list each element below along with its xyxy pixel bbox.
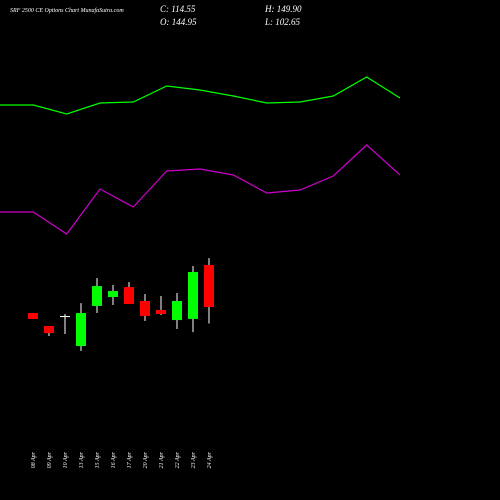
x-tick-label: 09 Apr [47, 451, 53, 468]
candle-body [60, 316, 70, 318]
x-tick-label: 21 Apr [159, 451, 165, 468]
candle-body [44, 326, 54, 334]
chart-title: SRF 2500 CE Options Chart MunafaSutra.co… [10, 7, 124, 14]
candle-body [92, 286, 102, 306]
x-tick-label: 22 Apr [175, 451, 181, 468]
close-text: C: 114.55 [160, 4, 196, 14]
x-tick-label: 17 Apr [127, 451, 133, 468]
candle-body [28, 313, 38, 319]
x-tick-label: 24 Apr [206, 451, 213, 468]
candle-body [156, 309, 166, 314]
low-text: L: 102.65 [264, 17, 301, 27]
high-text: H: 149.90 [264, 4, 302, 14]
candle-body [76, 313, 86, 347]
candle-body [172, 300, 182, 321]
candle-body [188, 271, 198, 319]
x-tick-label: 13 Apr [79, 451, 85, 468]
candle-body [124, 287, 134, 305]
candle-body [204, 264, 214, 308]
x-tick-label: 15 Apr [95, 451, 101, 468]
indicator-line [0, 144, 401, 235]
x-tick-label: 08 Apr [31, 451, 37, 468]
indicator-line [0, 76, 401, 115]
candle-body [108, 291, 118, 297]
x-tick-label: 10 Apr [63, 451, 69, 468]
x-tick-label: 20 Apr [143, 451, 149, 468]
x-tick-label: 23 Apr [191, 451, 197, 468]
candle-body [140, 300, 150, 317]
open-text: O: 144.95 [160, 17, 197, 27]
x-tick-label: 16 Apr [111, 451, 117, 468]
